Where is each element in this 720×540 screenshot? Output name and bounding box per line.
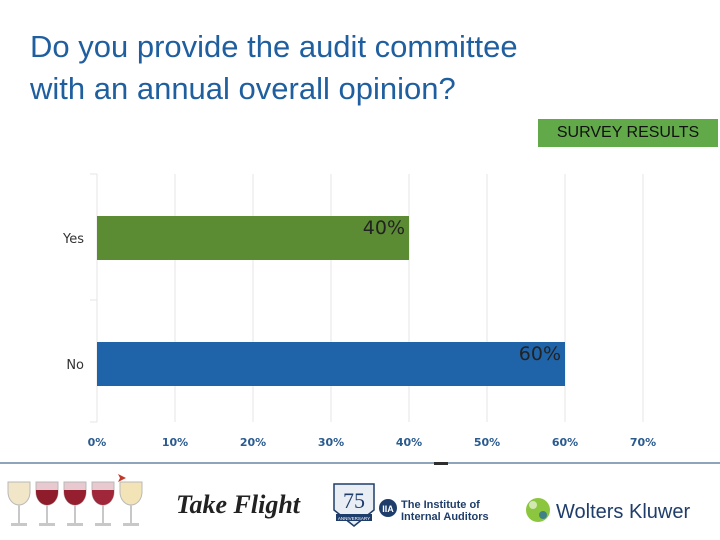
- footer-divider-accent: [434, 462, 448, 465]
- title-line-1: Do you provide the audit committee: [30, 29, 518, 64]
- category-label: Yes: [62, 232, 84, 247]
- take-flight-logo: Take Flight: [176, 490, 301, 519]
- x-tick-label: 50%: [474, 436, 500, 449]
- category-label: No: [66, 358, 84, 373]
- x-tick-label: 30%: [318, 436, 344, 449]
- iia-name-line-1: The Institute of: [401, 499, 480, 511]
- wolters-kluwer-logo: Wolters Kluwer: [526, 498, 690, 523]
- title-line-2: with an annual overall opinion?: [30, 71, 456, 106]
- x-tick-label: 70%: [630, 436, 656, 449]
- anniversary-label: ANNIVERSARY: [338, 516, 370, 521]
- footer-logos: Take Flight 75 ANNIVERSARY IIA The Insti…: [7, 474, 690, 527]
- wine-glasses-logo: [7, 474, 143, 526]
- bar-yes: [97, 216, 409, 260]
- survey-results-badge: SURVEY RESULTS: [538, 119, 718, 147]
- x-tick-label: 40%: [396, 436, 422, 449]
- x-tick-label: 0%: [88, 436, 107, 449]
- bar-no: [97, 342, 565, 386]
- x-tick-label: 10%: [162, 436, 188, 449]
- wolters-kluwer-wordmark: Wolters Kluwer: [556, 501, 690, 523]
- iia-abbrev: IIA: [382, 504, 394, 514]
- anniversary-number: 75: [343, 488, 365, 513]
- iia-logo: IIA The Institute of Internal Auditors: [379, 499, 489, 523]
- x-tick-label: 60%: [552, 436, 578, 449]
- data-label: 60%: [519, 343, 561, 365]
- footer-divider: [0, 462, 720, 464]
- anniversary-badge-logo: 75 ANNIVERSARY: [333, 483, 375, 527]
- bar-chart: Yes 40% No 60% 0% 10% 20% 30% 40% 50% 60% 70%: [62, 173, 656, 449]
- slide-title: Do you provide the audit committee with …: [30, 26, 670, 110]
- iia-name-line-2: Internal Auditors: [401, 511, 489, 523]
- x-tick-label: 20%: [240, 436, 266, 449]
- data-label: 40%: [363, 217, 405, 239]
